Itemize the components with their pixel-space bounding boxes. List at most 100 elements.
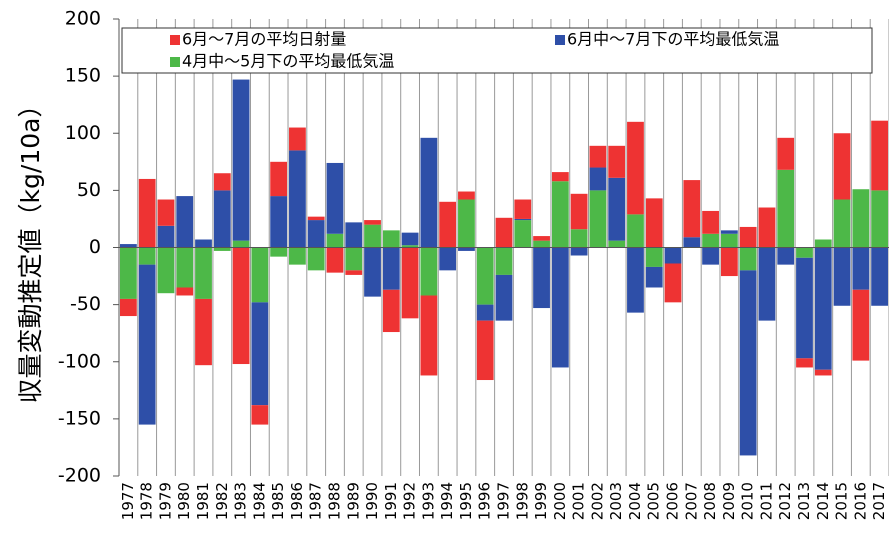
bar-segment (777, 137, 795, 170)
bar-segment (702, 247, 719, 265)
bar-segment (439, 201, 457, 248)
bar-segment (796, 247, 813, 258)
bar-segment (833, 247, 851, 306)
bar-segment (157, 247, 175, 294)
bar-segment (514, 220, 532, 248)
x-tick-label: 1988 (325, 482, 343, 520)
x-tick-label: 2000 (551, 482, 569, 520)
x-tick-label: 2003 (607, 482, 625, 520)
legend-label: 6月中～7月下の平均最低気温 (567, 30, 779, 49)
x-tick-label: 2001 (570, 482, 588, 520)
y-tick-label: -100 (58, 350, 101, 372)
bar-segment (814, 239, 832, 248)
bar-segment (270, 247, 288, 257)
bar-segment (758, 207, 776, 248)
x-tick-label: 1979 (156, 482, 174, 520)
bar-segment (833, 133, 851, 200)
y-tick-label: 200 (65, 8, 101, 30)
x-tick-label: 2015 (833, 482, 851, 520)
bar-segment (871, 247, 888, 306)
bar-segment (871, 190, 888, 248)
bar-segment (289, 247, 306, 265)
y-axis-label: 収量変動推定値（kg/10a） (16, 93, 45, 404)
bar-segment (345, 222, 363, 248)
bar-segment (645, 266, 663, 288)
x-tick-label: 2010 (739, 482, 757, 520)
bar-segment (720, 247, 738, 277)
bar-segment (852, 247, 870, 290)
bar-segment (420, 247, 438, 296)
bar-segment (251, 405, 269, 425)
bar-segment (307, 247, 325, 271)
bar-segment (326, 247, 344, 273)
bar-segment (495, 217, 513, 248)
x-tick-label: 2011 (757, 482, 775, 520)
bar-segment (720, 230, 738, 234)
bar-segment (702, 210, 719, 234)
bar-segment (458, 247, 475, 251)
bar-segment (195, 298, 212, 366)
legend-box (121, 27, 873, 74)
x-tick-label: 1981 (194, 482, 212, 520)
bar-segment (213, 247, 231, 251)
bar-segment (307, 220, 325, 248)
bar-segment (439, 247, 457, 271)
bar-segment (420, 295, 438, 376)
x-tick-label: 1984 (250, 482, 268, 520)
bar-segment (382, 230, 400, 248)
bar-segment (608, 177, 626, 241)
bar-segment (627, 121, 644, 215)
bar-segment (458, 191, 475, 200)
bar-segment (664, 263, 682, 303)
bar-segment (777, 247, 795, 265)
bar-segment (645, 247, 663, 267)
bar-segment (307, 216, 325, 221)
bar-segment (814, 369, 832, 376)
x-tick-label: 2005 (645, 482, 663, 520)
bar-segment (476, 304, 494, 321)
bar-segment (458, 199, 475, 248)
bar-segment (401, 232, 419, 246)
x-tick-label: 2002 (588, 482, 606, 520)
bar-segment (382, 247, 400, 290)
bar-segment (533, 247, 550, 309)
bar-segment (570, 229, 588, 248)
bar-segment (833, 199, 851, 248)
bar-segment (814, 247, 832, 370)
bar-segment (289, 150, 306, 248)
bar-segment (608, 145, 626, 178)
x-tick-label: 2014 (814, 482, 832, 520)
bar-segment (683, 180, 701, 238)
bar-segment (176, 196, 194, 248)
y-tick-label: 100 (65, 122, 101, 144)
x-tick-label: 1980 (175, 482, 193, 520)
legend-label: 6月～7月の平均日射量 (182, 30, 346, 49)
legend-swatch (555, 35, 565, 45)
bar-segment (589, 167, 607, 191)
x-tick-label: 1982 (213, 482, 231, 520)
bar-segment (589, 190, 607, 248)
bar-segment (551, 181, 569, 248)
bar-segment (138, 264, 156, 425)
bar-segment (739, 247, 757, 271)
x-tick-label: 1996 (476, 482, 494, 520)
y-tick-label: -200 (58, 465, 101, 487)
bar-segment (232, 79, 250, 241)
bar-segment (645, 198, 663, 248)
x-tick-label: 1990 (363, 482, 381, 520)
bar-segment (420, 137, 438, 248)
x-tick-label: 1992 (401, 482, 419, 520)
y-tick-label: -150 (58, 407, 101, 429)
bar-segment (289, 127, 306, 151)
bar-segment (608, 240, 626, 248)
bar-segment (251, 302, 269, 406)
x-tick-label: 1977 (119, 482, 137, 520)
legend-swatch (170, 57, 180, 67)
y-tick-label: 0 (89, 236, 101, 258)
bar-segment (476, 320, 494, 381)
bar-segment (138, 178, 156, 248)
y-tick-label: -50 (70, 293, 101, 315)
x-tick-label: 1999 (532, 482, 550, 520)
bar-segment (739, 270, 757, 456)
bar-segment (195, 239, 212, 248)
